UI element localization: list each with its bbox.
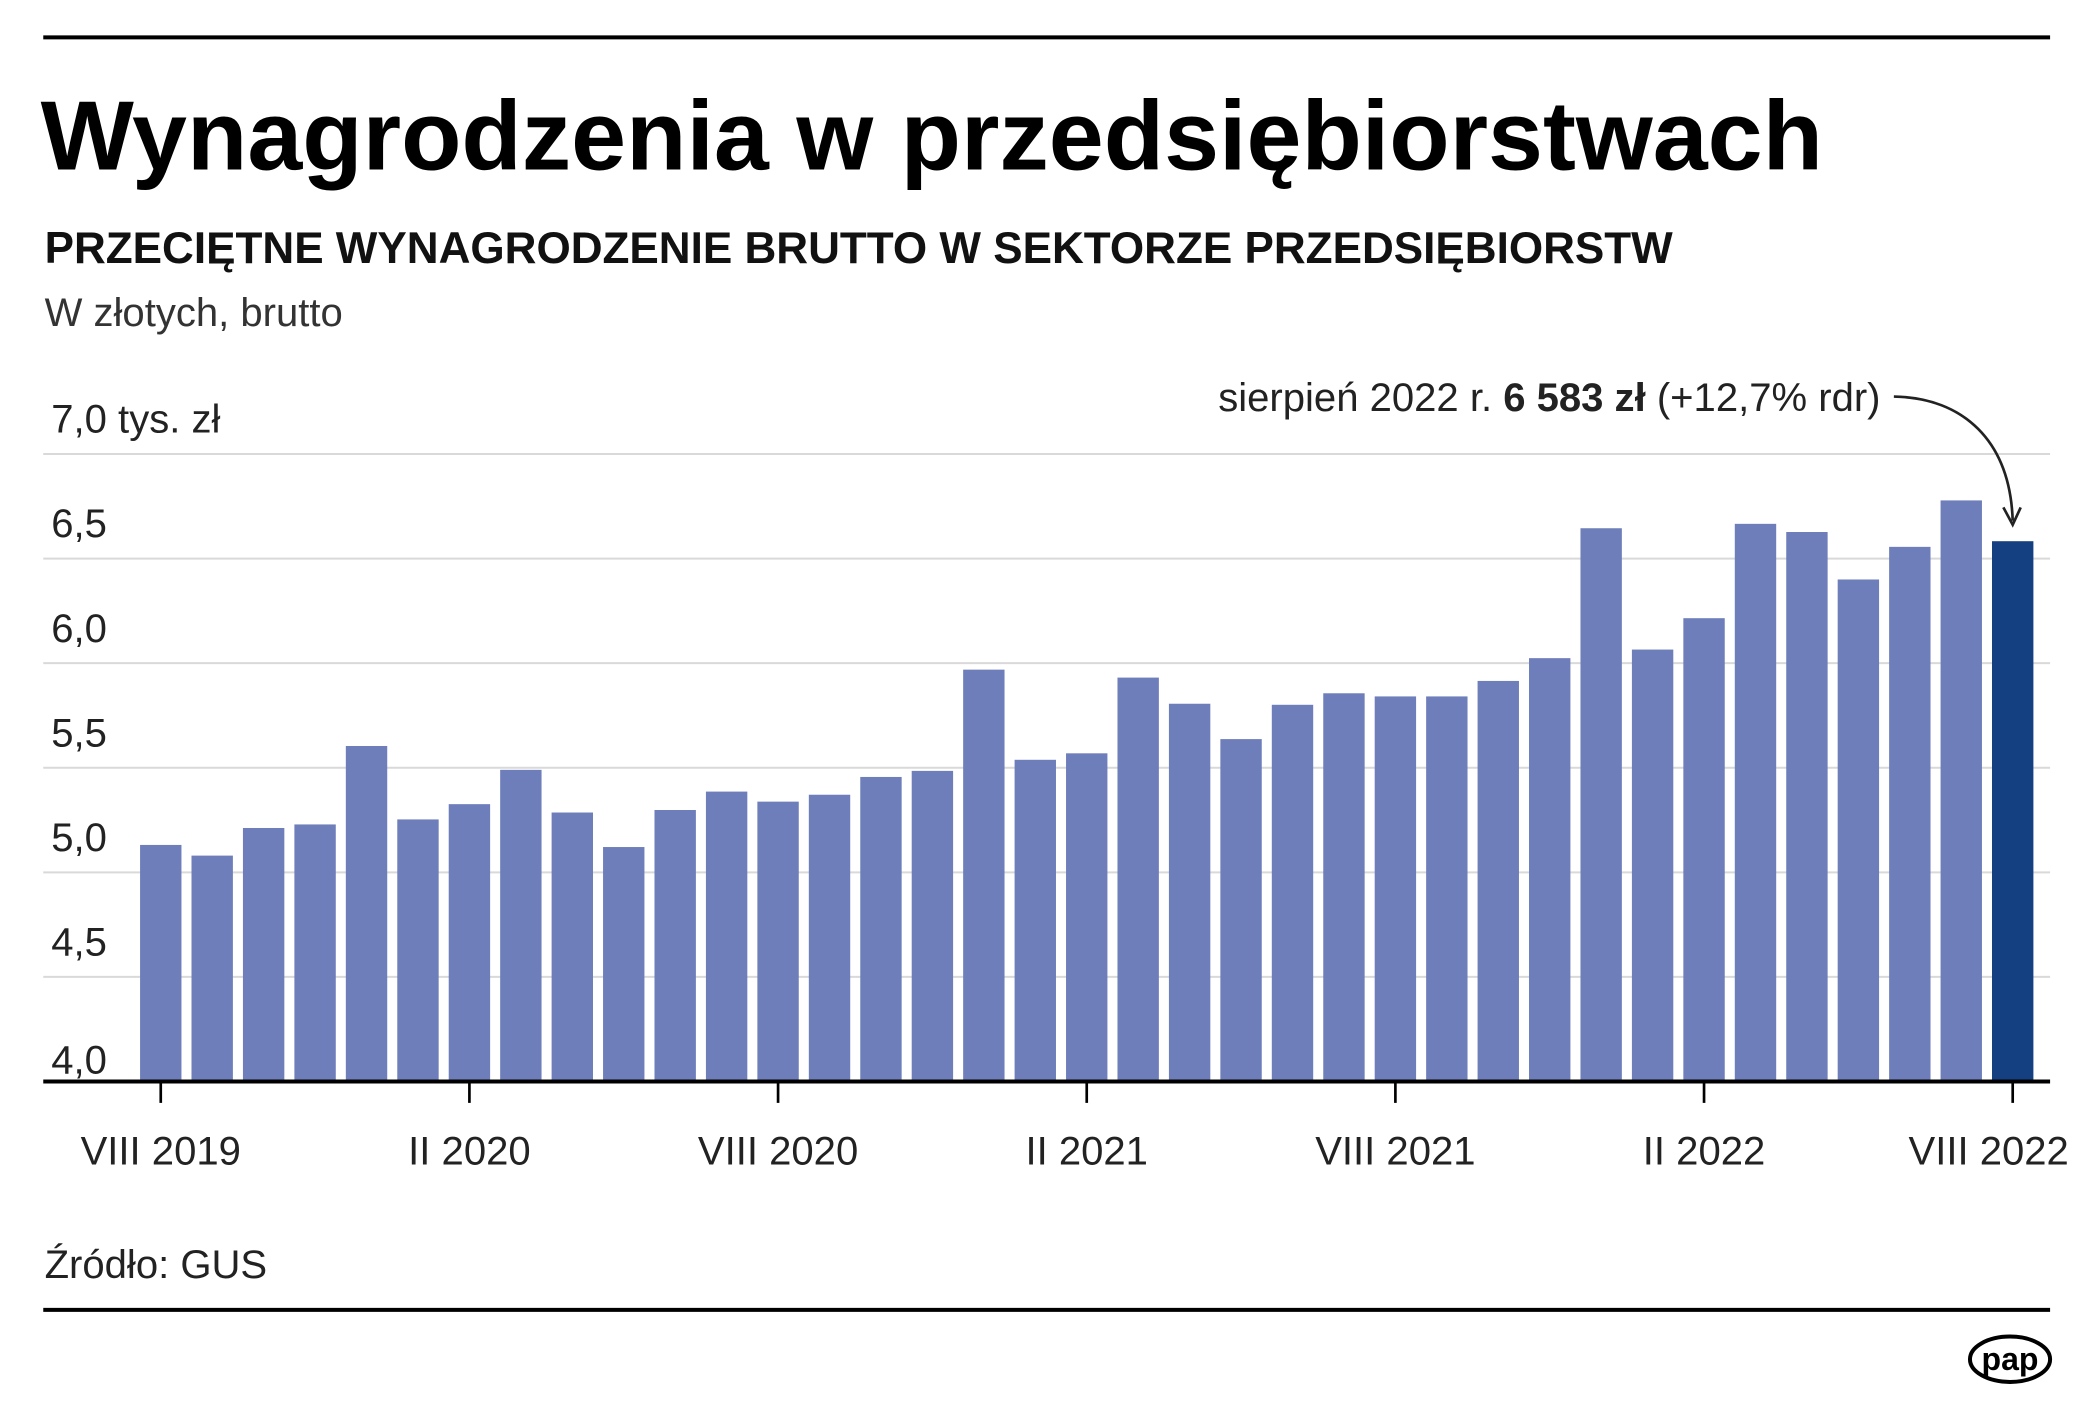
svg-text:pap: pap [1982,1341,2039,1377]
bar-xi-2021 [1529,658,1571,1082]
y-tick-label: 4,5 [51,921,107,965]
bar-vi-2020 [654,810,696,1082]
y-tick-label: 5,0 [51,816,107,860]
bar-v-2021 [1220,739,1262,1082]
bar-ix-2021 [1426,696,1468,1082]
x-tick-label: VIII 2022 [1909,1129,2069,1173]
x-tick-label: II 2021 [1025,1129,1147,1173]
bar-iii-2020 [500,769,542,1082]
bar-vii-2020 [705,791,748,1082]
bars [140,500,2034,1082]
bar-vi-2022 [1889,546,1931,1082]
bar-v-2020 [603,847,645,1082]
bar-xii-2021 [1580,528,1622,1082]
arrowhead-icon [2002,506,2022,528]
y-tick-label: 4,0 [51,1039,107,1083]
bar-xii-2019 [345,745,388,1082]
bar-ii-2020 [448,804,491,1082]
bar-v-2022 [1837,579,1880,1082]
bar-iii-2021 [1117,677,1159,1082]
x-tick-label: VIII 2021 [1315,1129,1475,1173]
annotation-suffix: (+12,7% rdr) [1646,376,1881,420]
x-tick-label: VIII 2019 [81,1129,241,1173]
bar-x-2021 [1477,680,1519,1082]
chart-subtitle: PRZECIĘTNE WYNAGRODZENIE BRUTTO W SEKTOR… [45,224,1674,273]
y-tick-label: 7,0 tys. zł [51,398,220,442]
bar-ii-2022 [1683,618,1725,1082]
x-axis-ticks: VIII 2019 II 2020 VIII 2020 II 2021 VIII 202… [81,1081,2069,1173]
bar-x-2020 [860,776,902,1082]
bar-vi-2021 [1271,704,1314,1082]
bar-viii-2022 [1992,541,2034,1082]
x-tick-label: VIII 2020 [698,1129,858,1173]
y-tick-label: 5,5 [51,711,107,755]
bar-i-2020 [397,819,439,1082]
bar-xi-2020 [911,770,954,1082]
bar-iv-2022 [1786,531,1828,1082]
unit-note: W złotych, brutto [45,291,343,335]
y-tick-label: 6,5 [51,502,107,546]
bar-vii-2022 [1940,500,1982,1082]
pap-logo-icon: pap [1967,1334,2053,1384]
y-tick-label: 6,0 [51,607,107,651]
bar-vii-2021 [1323,693,1365,1082]
bar-x-2019 [242,827,285,1082]
y-axis-labels: 7,0 tys. zł 6,5 6,0 5,5 5,0 4,5 4,0 [51,398,220,1083]
bar-iv-2020 [551,812,593,1082]
bar-viii-2020 [757,801,799,1082]
bar-viii-2019 [140,844,182,1082]
annotation-value: 6 583 zł [1503,376,1645,420]
x-tick-label: II 2022 [1643,1129,1765,1173]
bar-ii-2021 [1066,753,1108,1082]
annotation-arrow [1893,395,2015,521]
annotation-prefix: sierpień 2022 r. [1218,376,1503,420]
bar-i-2022 [1631,649,1674,1082]
x-tick-label: II 2020 [408,1129,530,1173]
bar-xi-2019 [294,824,336,1082]
bar-ix-2019 [191,855,233,1082]
bar-iii-2022 [1734,523,1777,1082]
source-note: Źródło: GUS [45,1242,268,1287]
bar-viii-2021 [1374,696,1417,1082]
bar-ix-2020 [808,794,851,1082]
chart-title: Wynagrodzenia w przedsiębiorstwach [41,81,1823,191]
bar-iv-2021 [1168,703,1211,1082]
annotation: sierpień 2022 r. 6 583 zł (+12,7% rdr) [1218,376,1880,420]
bar-i-2021 [1014,759,1056,1082]
bar-xii-2020 [963,669,1005,1082]
